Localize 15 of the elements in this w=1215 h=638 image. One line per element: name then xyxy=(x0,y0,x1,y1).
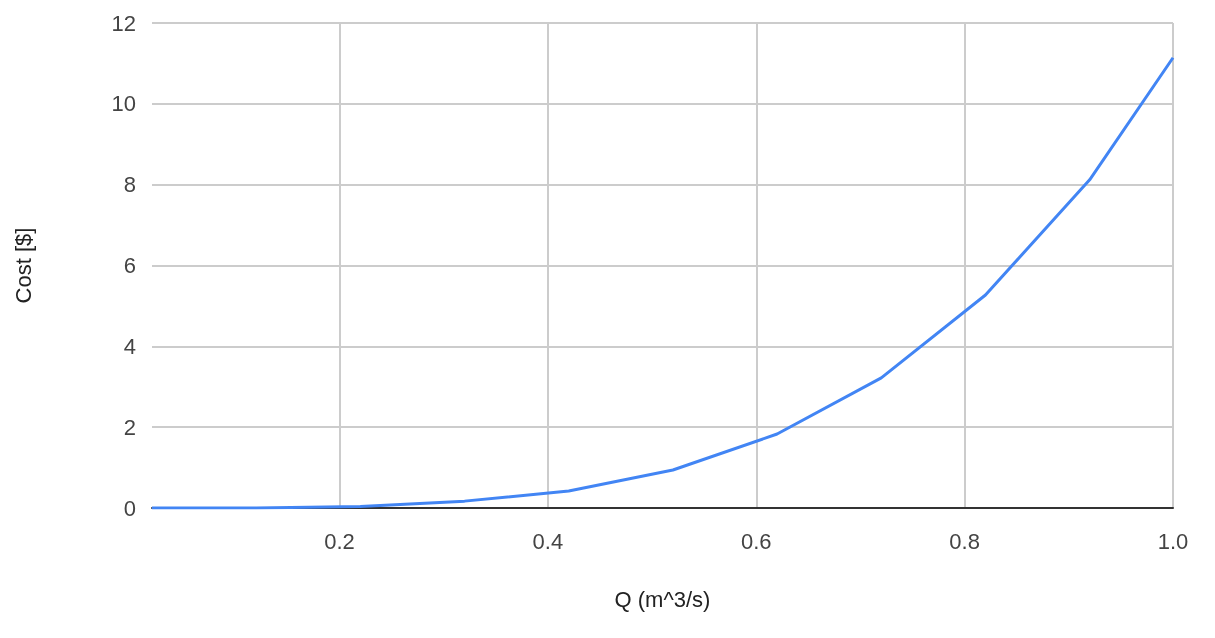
y-tick-label: 6 xyxy=(123,253,136,278)
y-tick-label: 12 xyxy=(111,10,136,36)
x-tick-label: 0.6 xyxy=(740,528,772,554)
line-series xyxy=(150,56,1175,510)
x-tick-label: 0.2 xyxy=(324,528,355,554)
y-tick-label: 4 xyxy=(123,333,136,359)
y-tick-label: 8 xyxy=(123,172,136,198)
y-tick-label: 10 xyxy=(111,91,136,117)
x-axis-title: Q (m^3/s) xyxy=(614,586,711,612)
y-tick-label: 2 xyxy=(123,414,136,440)
y-axis-title: Cost [$] xyxy=(10,227,36,304)
x-tick-label: 1.0 xyxy=(1157,528,1189,554)
x-tick-label: 0.4 xyxy=(532,528,564,554)
x-tick-label: 0.8 xyxy=(949,528,980,554)
y-tick-label: 0 xyxy=(123,495,136,521)
